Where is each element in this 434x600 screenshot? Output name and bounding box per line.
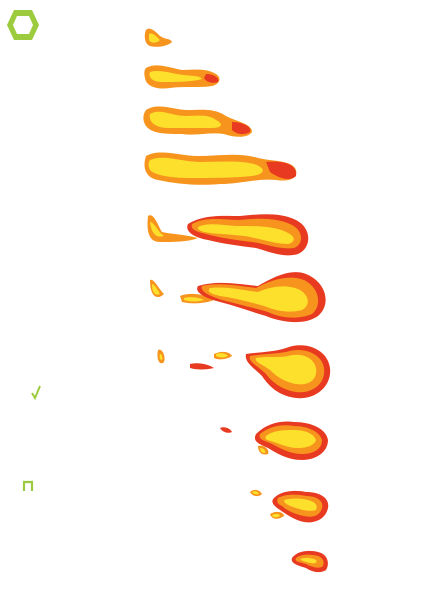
green-bracket-icon (22, 480, 34, 491)
fire-frame-4 (144, 152, 297, 185)
hexagon-logo-icon (7, 10, 39, 40)
fire-frame-6 (150, 272, 326, 323)
fire-frame-9 (250, 489, 329, 523)
fire-frame-3 (143, 106, 252, 137)
fire-frame-5 (147, 214, 309, 256)
fire-frame-1 (144, 28, 172, 47)
fire-frame-7 (157, 345, 331, 399)
fire-frame-2 (144, 65, 220, 89)
fire-frame-8 (220, 421, 328, 460)
fire-frame-10 (291, 550, 328, 573)
green-checkmark-icon (31, 385, 41, 400)
